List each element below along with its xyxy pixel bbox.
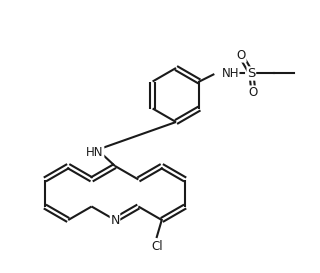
Text: N: N <box>110 213 120 227</box>
Text: HN: HN <box>86 147 104 159</box>
Text: S: S <box>247 67 256 80</box>
Text: Cl: Cl <box>151 239 163 253</box>
Text: NH: NH <box>221 67 239 80</box>
Text: O: O <box>237 49 246 62</box>
Text: O: O <box>249 86 258 99</box>
